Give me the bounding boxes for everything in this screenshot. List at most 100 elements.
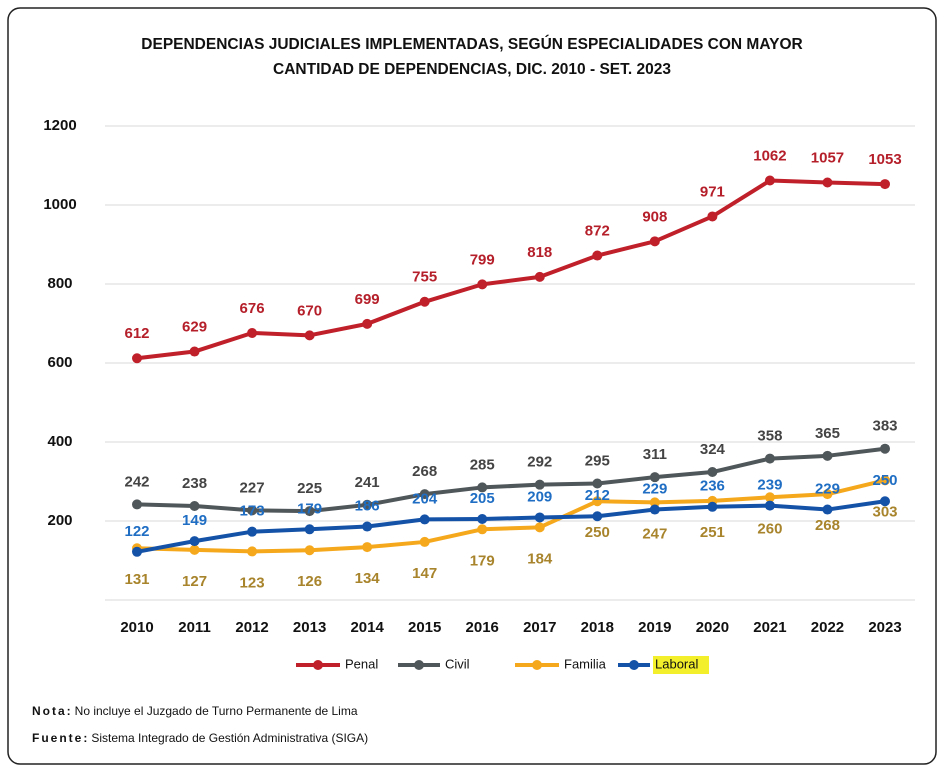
data-label: 260 xyxy=(757,520,782,537)
data-label: 365 xyxy=(815,425,840,442)
data-point xyxy=(707,211,718,222)
data-label: 179 xyxy=(470,552,495,569)
data-label: 127 xyxy=(182,573,207,590)
x-tick-label: 2021 xyxy=(753,619,786,636)
data-label: 134 xyxy=(355,570,381,587)
data-label: 295 xyxy=(585,452,610,469)
data-point xyxy=(649,504,660,515)
data-label: 184 xyxy=(527,550,553,567)
data-point xyxy=(132,546,142,557)
data-label: 236 xyxy=(700,478,725,495)
data-label: 268 xyxy=(412,463,437,480)
y-tick-label: 800 xyxy=(47,275,72,292)
x-tick-label: 2017 xyxy=(523,619,556,636)
data-point xyxy=(132,353,142,364)
y-tick-label: 400 xyxy=(47,433,72,450)
data-label: 149 xyxy=(182,512,207,529)
data-label: 268 xyxy=(815,517,840,534)
data-label: 212 xyxy=(585,487,610,504)
data-label: 311 xyxy=(643,446,667,463)
data-point xyxy=(304,545,315,556)
data-point xyxy=(649,236,660,247)
legend-dot xyxy=(313,660,323,670)
data-label: 1057 xyxy=(811,149,844,166)
legend-label: Civil xyxy=(445,656,470,671)
data-label: 250 xyxy=(585,524,610,541)
legend-dot xyxy=(414,660,424,670)
data-point xyxy=(880,179,890,190)
data-point xyxy=(362,521,373,532)
data-label: 241 xyxy=(355,474,380,491)
data-point xyxy=(247,546,258,557)
data-point xyxy=(247,526,258,537)
data-point xyxy=(649,497,660,508)
data-label: 303 xyxy=(872,503,897,520)
data-label: 209 xyxy=(527,488,552,505)
data-label: 131 xyxy=(124,571,149,588)
data-label: 676 xyxy=(240,300,265,317)
data-point xyxy=(592,496,603,507)
data-label: 358 xyxy=(757,428,782,445)
chart-title: DEPENDENCIAS JUDICIALES IMPLEMENTADAS, S… xyxy=(141,35,802,53)
data-label: 818 xyxy=(527,244,552,261)
data-point xyxy=(822,450,833,461)
data-label: 799 xyxy=(470,251,495,268)
data-point xyxy=(362,499,373,510)
data-point xyxy=(304,524,315,535)
chart-title: CANTIDAD DE DEPENDENCIAS, DIC. 2010 - SE… xyxy=(273,61,671,78)
data-label: 126 xyxy=(297,573,322,590)
x-tick-label: 2011 xyxy=(178,619,211,636)
data-point xyxy=(822,504,833,515)
data-label: 699 xyxy=(355,291,380,308)
x-tick-label: 2014 xyxy=(350,619,384,636)
data-point xyxy=(419,489,430,500)
data-label: 670 xyxy=(297,302,322,319)
data-point xyxy=(247,505,258,516)
data-point xyxy=(304,330,315,341)
data-label: 247 xyxy=(642,525,667,542)
data-label: 324 xyxy=(700,441,726,458)
data-label: 612 xyxy=(124,325,149,342)
data-point xyxy=(477,482,488,493)
data-label: 629 xyxy=(182,319,207,336)
data-point xyxy=(707,501,718,512)
data-point xyxy=(477,514,488,525)
data-label: 179 xyxy=(297,500,322,517)
data-point xyxy=(764,175,775,186)
data-label: 908 xyxy=(642,208,667,225)
x-tick-label: 2020 xyxy=(696,619,729,636)
data-label: 147 xyxy=(412,565,437,582)
data-label: 971 xyxy=(700,183,725,200)
data-label: 383 xyxy=(872,418,897,435)
data-point xyxy=(477,279,488,290)
data-label: 123 xyxy=(240,574,265,591)
data-label: 1062 xyxy=(753,147,786,164)
x-tick-label: 2010 xyxy=(120,619,153,636)
note: Fuente: Sistema Integrado de Gestión Admi… xyxy=(32,731,368,745)
data-point xyxy=(764,453,775,464)
legend-label: Familia xyxy=(564,656,607,671)
data-point xyxy=(132,499,142,510)
data-point xyxy=(880,496,890,507)
data-point xyxy=(419,514,430,525)
x-tick-label: 2022 xyxy=(811,619,844,636)
frame xyxy=(7,7,937,765)
data-point xyxy=(880,443,890,454)
x-tick-label: 2012 xyxy=(235,619,268,636)
series-line xyxy=(136,499,886,554)
data-point xyxy=(419,536,430,547)
legend-dot xyxy=(629,660,639,670)
data-point xyxy=(592,511,603,522)
legend-label: Penal xyxy=(345,656,378,671)
data-point xyxy=(534,512,545,523)
data-point xyxy=(534,479,545,490)
data-point xyxy=(189,500,200,511)
data-point xyxy=(477,524,488,535)
data-label: 238 xyxy=(182,475,207,492)
data-point xyxy=(189,544,200,555)
legend-label: Laboral xyxy=(655,656,698,671)
series-line xyxy=(136,478,886,554)
data-label: 239 xyxy=(757,477,782,494)
series-line xyxy=(136,178,886,361)
data-point xyxy=(649,472,660,483)
